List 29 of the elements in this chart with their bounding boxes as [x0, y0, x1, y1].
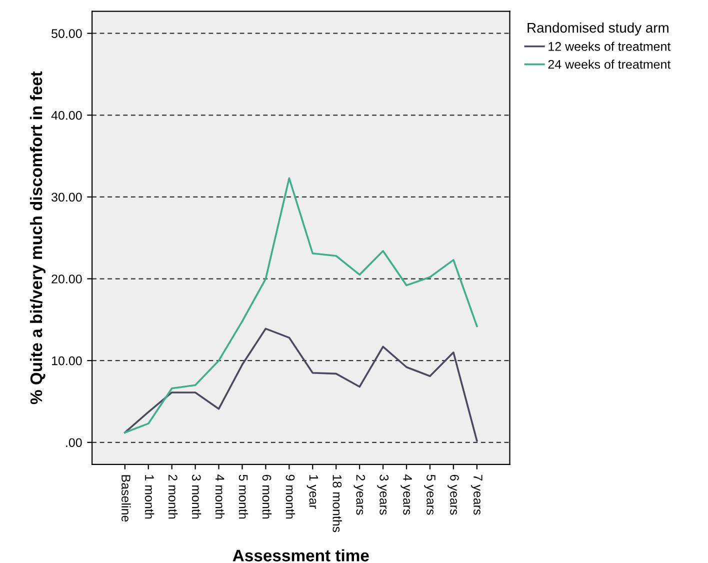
y-axis-title: % Quite a bit/very much discomfort in feet	[30, 71, 46, 404]
x-tick-label: 6 month	[262, 474, 272, 519]
x-tick-label: 5 month	[238, 474, 248, 519]
x-tick-label: 7 years	[471, 474, 482, 515]
x-tick-label: 4 years	[400, 474, 412, 515]
x-tick-label: 5 years	[424, 474, 436, 515]
y-tick-label: 20.00	[52, 274, 82, 284]
x-tick-label: 1 month	[145, 475, 154, 519]
y-tick-label: 30.00	[52, 192, 82, 202]
x-axis-title: Assessment time	[232, 549, 369, 562]
y-tick-label: 50.00	[52, 29, 82, 38]
y-tick-label: .00	[66, 438, 82, 448]
legend-label: 24 weeks of treatment	[548, 60, 671, 69]
line-series	[124, 177, 478, 434]
x-tick-label: 3 month	[192, 474, 202, 519]
x-tick-label: 2 years	[354, 474, 366, 515]
line-series	[124, 328, 478, 442]
x-tick-label: 6 years	[448, 474, 459, 515]
x-tick-label: 3 years	[377, 474, 389, 515]
x-tick-label: 18 months	[332, 475, 342, 532]
x-tick-label: 1 year	[306, 475, 318, 509]
y-tick-label: 10.00	[52, 356, 82, 366]
x-tick-label: 2 month	[168, 474, 178, 519]
x-tick-label: Baseline	[122, 475, 131, 522]
legend-title: Randomised study arm	[528, 22, 668, 36]
legend-label: 12 weeks of treatment	[548, 42, 671, 51]
y-tick-label: 40.00	[51, 110, 82, 120]
x-tick-label: 4 month	[215, 474, 225, 519]
x-tick-label: 9 month	[286, 474, 295, 519]
